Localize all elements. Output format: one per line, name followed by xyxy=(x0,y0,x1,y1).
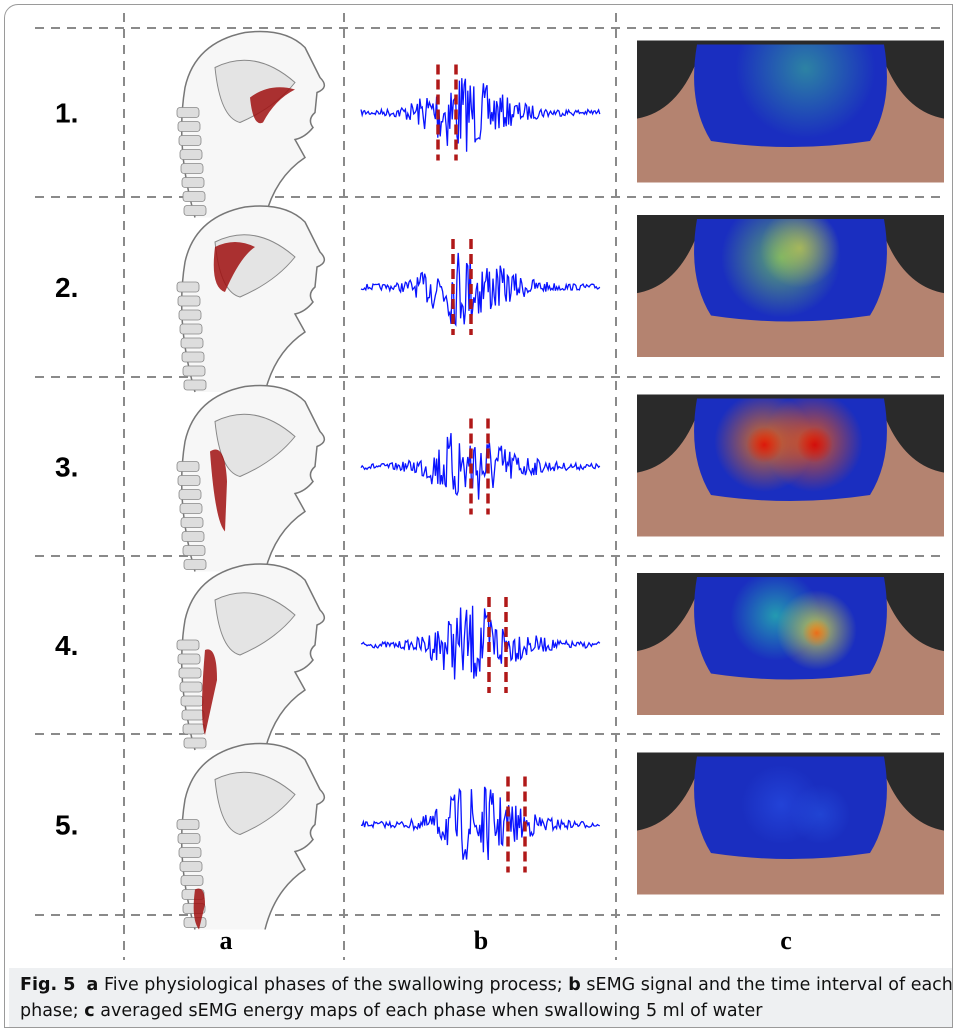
column-label: c xyxy=(780,926,792,955)
figure: 1. 2. 3. 4. 5. a b c xyxy=(5,5,953,965)
energy-map xyxy=(637,5,944,183)
row-label: 1. xyxy=(55,98,78,129)
column-label: a xyxy=(220,926,233,955)
emg-signal xyxy=(361,433,600,500)
emg-signal xyxy=(361,78,600,152)
anatomy-illustration xyxy=(177,32,324,218)
row-label: 4. xyxy=(55,630,78,661)
emg-signal xyxy=(361,787,600,860)
part-key: b xyxy=(568,975,581,995)
energy-map xyxy=(637,198,944,357)
part-key: a xyxy=(87,975,99,995)
caption: Fig. 5 a Five physiological phases of th… xyxy=(9,968,953,1028)
page: {"figure": { "rows": [{"label": "1."}, {… xyxy=(0,0,955,1031)
row-label: 2. xyxy=(55,272,78,303)
part-key: c xyxy=(84,1001,94,1021)
anatomy-illustration xyxy=(177,386,324,572)
column-label: b xyxy=(474,926,488,955)
part-text: Five physiological phases of the swallow… xyxy=(104,975,563,995)
figure-label: Fig. 5 xyxy=(20,975,75,995)
emg-signal xyxy=(361,253,600,325)
row-label: 5. xyxy=(55,810,78,841)
row-label: 3. xyxy=(55,452,78,483)
anatomy-illustration xyxy=(177,206,324,392)
energy-map xyxy=(637,392,944,537)
figure-frame: 1. 2. 3. 4. 5. a b c Fig. 5 a Five physiologica… xyxy=(4,4,953,1028)
emg-signal xyxy=(361,606,600,680)
energy-map xyxy=(637,753,944,895)
anatomy-illustration xyxy=(177,564,324,750)
part-text: averaged sEMG energy maps of each phase … xyxy=(100,1001,762,1021)
anatomy-illustration xyxy=(177,744,324,930)
energy-map xyxy=(637,571,944,715)
